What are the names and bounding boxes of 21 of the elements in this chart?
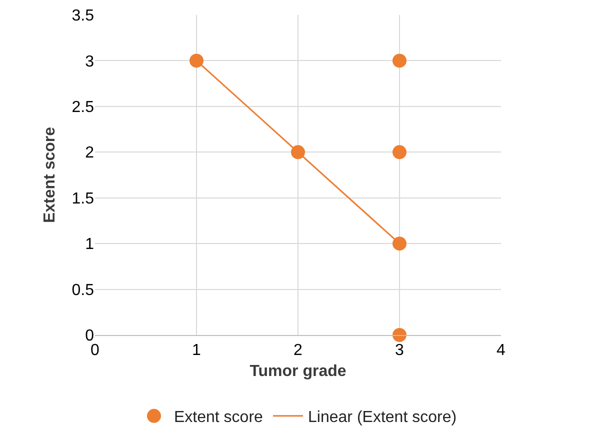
y-tick-label: 0 <box>85 328 94 345</box>
x-tick-label: 4 <box>496 342 506 360</box>
x-tick-label: 3 <box>395 342 404 360</box>
y-tick-label: 2 <box>85 144 94 162</box>
point <box>392 145 406 160</box>
legend-label: Linear (Extent score) <box>308 409 457 426</box>
y-tick-label: 2.5 <box>72 99 94 116</box>
y-tick-label: 3.5 <box>72 8 94 25</box>
y-tick-label: 1.5 <box>72 190 94 208</box>
x-axis-title: Tumor grade <box>250 362 346 380</box>
point <box>392 54 406 68</box>
y-tick-label: 0.5 <box>72 282 94 299</box>
x-tick-label: 2 <box>294 342 303 360</box>
point <box>392 328 406 342</box>
x-tick-label: 1 <box>192 342 202 360</box>
y-tick-label: 3 <box>85 53 94 70</box>
y-axis-title: Extent score <box>42 126 59 224</box>
point <box>190 54 204 68</box>
legend-label: Extent score <box>174 409 264 426</box>
y-tick-label: 1 <box>85 236 94 254</box>
point <box>392 236 406 251</box>
